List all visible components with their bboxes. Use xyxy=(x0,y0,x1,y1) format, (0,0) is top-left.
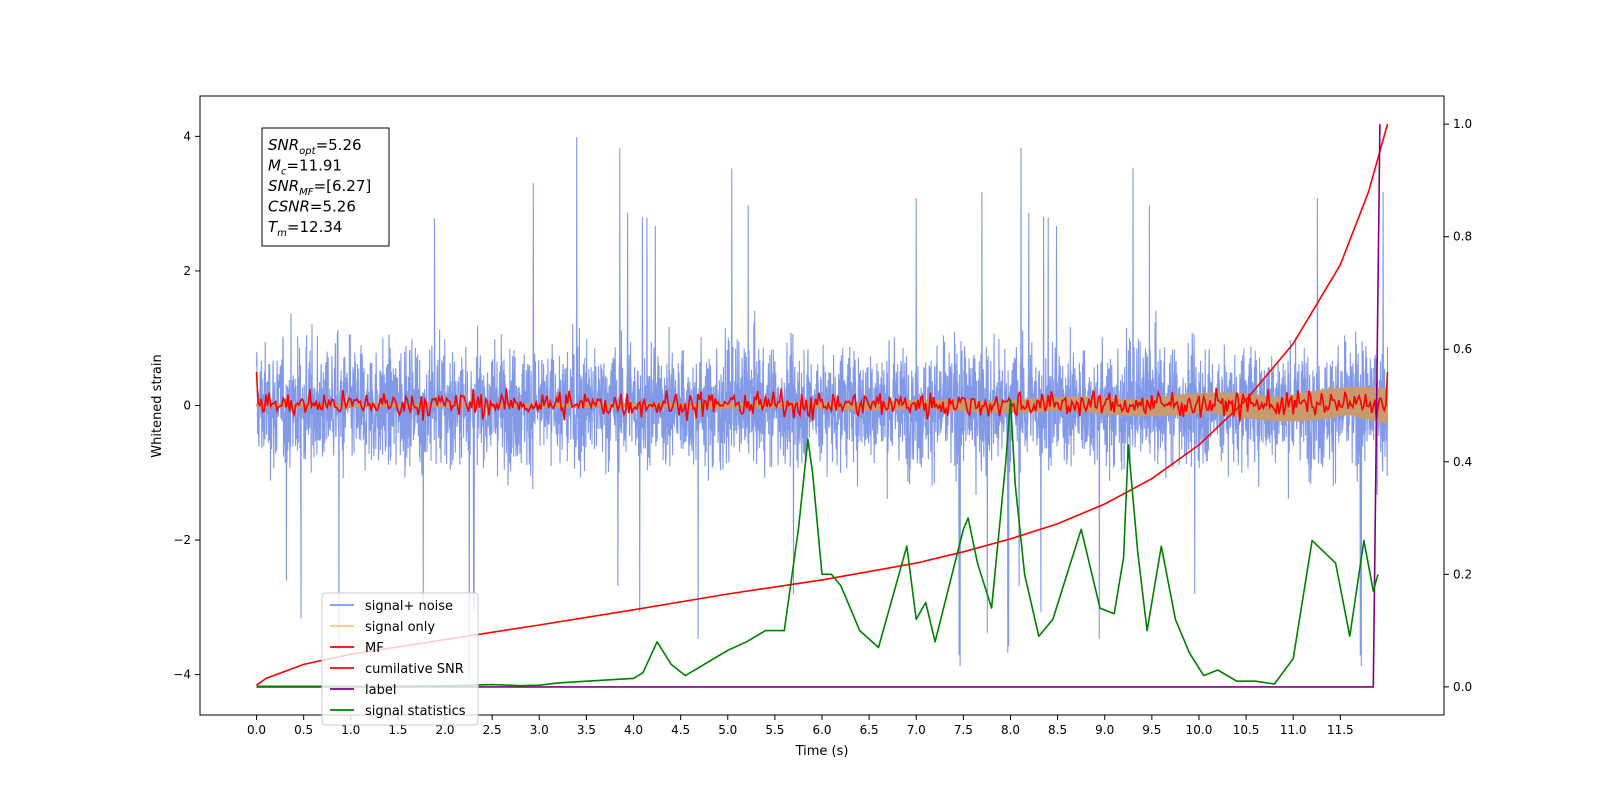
y-tick-label: 0 xyxy=(183,399,191,413)
y-axis-label: Whitened strain xyxy=(150,354,165,457)
y-tick-label: 2 xyxy=(183,264,191,278)
annotation-line: CSNR=5.26 xyxy=(268,198,356,216)
x-tick-label: 6.0 xyxy=(812,723,831,737)
y2-tick-label: 0.6 xyxy=(1453,342,1472,356)
y-tick-label: 4 xyxy=(183,129,191,143)
x-tick-label: 2.0 xyxy=(435,723,454,737)
x-axis-label: Time (s) xyxy=(795,744,849,759)
x-tick-label: 9.0 xyxy=(1095,723,1114,737)
x-tick-label: 8.5 xyxy=(1048,723,1067,737)
x-tick-label: 2.5 xyxy=(483,723,502,737)
annotation-line: SNRopt=5.26 xyxy=(268,136,362,157)
x-tick-label: 7.0 xyxy=(907,723,926,737)
legend: signal+ noise signal only MF cumilative SNR… xyxy=(321,592,479,726)
x-tick-label: 7.5 xyxy=(954,723,973,737)
x-tick-label: 5.0 xyxy=(718,723,737,737)
x-tick-label: 4.0 xyxy=(624,723,643,737)
y2-tick-label: 0.2 xyxy=(1453,567,1472,581)
y2-tick-label: 0.8 xyxy=(1453,230,1472,244)
x-tick-label: 10.5 xyxy=(1233,723,1260,737)
series-label xyxy=(256,124,1381,688)
x-tick-label: 3.5 xyxy=(577,723,596,737)
x-tick-label: 0.5 xyxy=(294,723,313,737)
x-tick-label: 11.0 xyxy=(1280,723,1307,737)
axes-layer: 0.0 0.5 1.0 1.5 2.0 2.5 3.0 3.5 4.0 4.5 5.0 5.5 6.0 6… xyxy=(173,117,1472,737)
annotation-frame xyxy=(261,127,390,247)
x-tick-label: 1.0 xyxy=(341,723,360,737)
annotation-box: SNRopt=5.26Mc=11.91SNRMF=[6.27]CSNR=5.26… xyxy=(261,127,390,247)
series-signal-noise xyxy=(255,137,1389,680)
annotation-line: SNRMF=[6.27] xyxy=(268,177,371,198)
x-tick-label: 4.5 xyxy=(671,723,690,737)
x-tick-label: 6.5 xyxy=(860,723,879,737)
x-tick-label: 0.0 xyxy=(247,723,266,737)
x-tick-label: 5.5 xyxy=(765,723,784,737)
series-mf xyxy=(255,371,1389,422)
x-tick-label: 11.5 xyxy=(1327,723,1354,737)
legend-label: signal+ noise xyxy=(365,599,453,614)
legend-frame xyxy=(321,592,479,726)
series-signal-statistics xyxy=(256,399,1379,688)
legend-label: signal statistics xyxy=(365,704,466,719)
x-tick-label: 10.0 xyxy=(1186,723,1213,737)
x-tick-label: 8.0 xyxy=(1001,723,1020,737)
x-tick-label: 1.5 xyxy=(388,723,407,737)
y2-tick-label: 1.0 xyxy=(1453,117,1472,131)
y2-tick-label: 0.4 xyxy=(1453,455,1472,469)
y2-tick-label: 0.0 xyxy=(1453,680,1472,694)
legend-label: label xyxy=(365,683,396,698)
legend-label: MF xyxy=(365,641,384,656)
x-tick-label: 3.0 xyxy=(530,723,549,737)
y-tick-label: −4 xyxy=(173,668,191,682)
legend-label: cumilative SNR xyxy=(365,662,464,677)
y-tick-label: −2 xyxy=(173,533,191,547)
legend-label: signal only xyxy=(365,620,435,635)
annotation-line: Mc=11.91 xyxy=(268,157,342,178)
x-tick-label: 9.5 xyxy=(1142,723,1161,737)
annotation-line: Tm=12.34 xyxy=(268,218,342,239)
